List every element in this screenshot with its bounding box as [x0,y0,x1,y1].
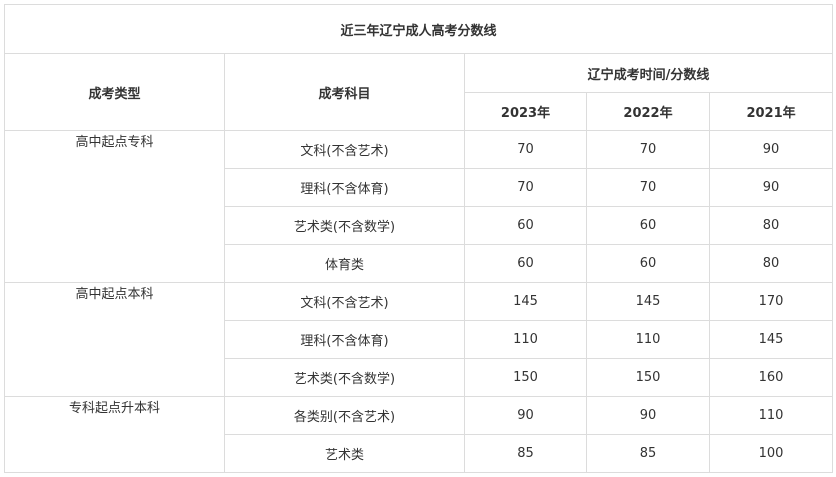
type-cell: 高中起点本科 [4,282,225,397]
score-cell: 110 [586,320,710,359]
subject-cell: 体育类 [224,244,465,283]
table-row: 体育类 60 60 80 [5,244,834,283]
score-cell: 85 [464,434,587,473]
subject-cell: 艺术类 [224,434,465,473]
score-cell: 145 [708,320,834,359]
header-year-2023: 2023年 [464,92,587,131]
score-cell: 145 [586,282,710,321]
table-row: 专科起点升本科 各类别(不含艺术) 90 90 110 [4,396,834,473]
subject-cell: 理科(不含体育) [224,168,465,207]
subject-cell: 文科(不含艺术) [224,130,465,169]
score-cell: 90 [708,168,834,207]
subject-cell: 艺术类(不含数学) [224,358,465,397]
score-cell: 170 [708,282,834,321]
score-cell: 90 [708,130,834,169]
score-cell: 145 [464,282,587,321]
table-row: 高中起点专科 文科(不含艺术) 70 70 90 [4,130,834,283]
score-cell: 85 [586,434,710,473]
type-cell: 高中起点专科 [4,130,225,283]
score-cell: 90 [464,396,587,435]
subject-cell: 艺术类(不含数学) [224,206,465,245]
score-cell: 80 [708,206,834,245]
score-cell: 90 [586,396,710,435]
subject-cell: 各类别(不含艺术) [224,396,465,435]
subject-cell: 理科(不含体育) [224,320,465,359]
score-cell: 70 [586,130,710,169]
table-row: 理科(不含体育) 110 110 145 [5,320,834,359]
score-cell: 60 [464,206,587,245]
score-table: 近三年辽宁成人高考分数线 成考类型 成考科目 辽宁成考时间/分数线 2023年 … [3,4,834,473]
subject-cell: 文科(不含艺术) [224,282,465,321]
score-cell: 60 [464,244,587,283]
table-row: 理科(不含体育) 70 70 90 [5,168,834,207]
table-row: 艺术类(不含数学) 150 150 160 [5,358,834,397]
score-cell: 100 [708,434,834,473]
table-row: 艺术类(不含数学) 60 60 80 [5,206,834,245]
score-cell: 150 [586,358,710,397]
header-year-2021: 2021年 [708,92,834,131]
score-cell: 70 [586,168,710,207]
score-cell: 60 [586,206,710,245]
score-cell: 80 [708,244,834,283]
score-cell: 70 [464,168,587,207]
score-cell: 70 [464,130,587,169]
header-subject: 成考科目 [224,53,465,131]
table-title: 近三年辽宁成人高考分数线 [3,4,834,54]
score-cell: 60 [586,244,710,283]
score-cell: 110 [464,320,587,359]
score-cell: 150 [464,358,587,397]
score-cell: 110 [708,396,834,435]
header-group: 辽宁成考时间/分数线 [463,53,834,93]
type-cell: 专科起点升本科 [4,396,225,473]
table-row: 高中起点本科 文科(不含艺术) 145 145 170 [4,282,834,397]
score-cell: 160 [708,358,834,397]
table-row: 艺术类 85 85 100 [5,434,834,473]
header-type: 成考类型 [4,53,225,131]
header-year-2022: 2022年 [586,92,710,131]
